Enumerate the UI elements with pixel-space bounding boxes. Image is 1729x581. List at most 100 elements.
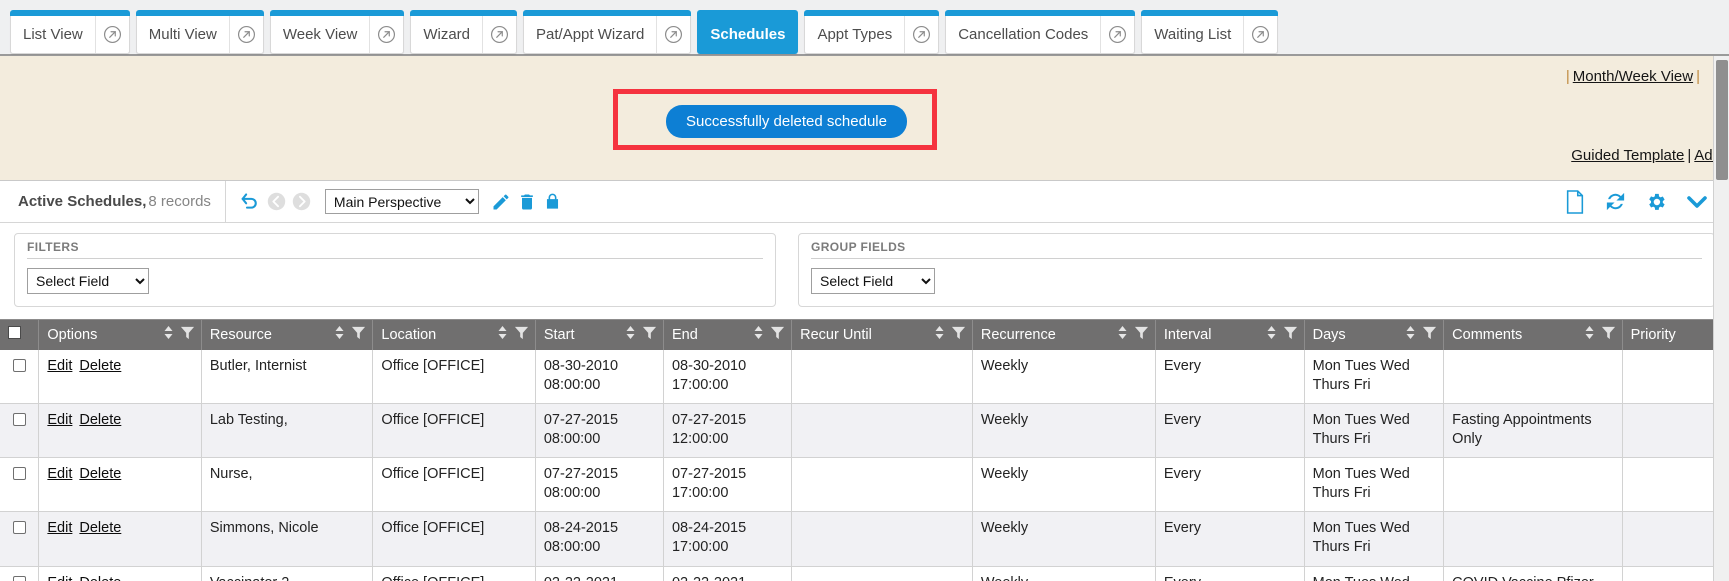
refresh-icon[interactable] [1604, 190, 1627, 213]
edit-link[interactable]: Edit [47, 520, 73, 537]
row-select-cell[interactable] [0, 349, 40, 404]
column-header-days[interactable]: Days [1304, 319, 1445, 350]
undo-icon[interactable] [240, 191, 261, 212]
schedules-grid: Options Resource Location Start End Recur Unt… [0, 319, 1729, 581]
guided-template-link[interactable]: Guided Template [1571, 147, 1685, 164]
open-external-icon[interactable] [1100, 16, 1134, 53]
vertical-scrollbar[interactable] [1713, 56, 1729, 581]
next-icon[interactable] [292, 192, 311, 211]
filter-icon[interactable] [1422, 325, 1437, 344]
cell-location: Office [OFFICE] [372, 403, 536, 459]
sort-icon[interactable] [1405, 325, 1416, 344]
column-header-resource[interactable]: Resource [201, 319, 374, 350]
delete-link[interactable]: Delete [79, 575, 121, 581]
delete-link[interactable]: Delete [79, 466, 122, 482]
tab-week-view[interactable]: Week View [269, 10, 405, 54]
edit-link[interactable]: Edit [47, 575, 72, 581]
sort-icon[interactable] [753, 325, 764, 344]
cell-days: Mon Tues Wed [1304, 566, 1445, 581]
delete-link[interactable]: Delete [79, 520, 122, 537]
tab-label: Appt Types [817, 26, 893, 43]
sort-icon[interactable] [1117, 325, 1128, 344]
row-options-cell: Edit Delete [38, 403, 202, 459]
open-external-icon[interactable] [904, 16, 938, 53]
open-external-icon[interactable] [482, 16, 516, 53]
tab-wizard[interactable]: Wizard [410, 10, 518, 54]
filter-icon[interactable] [951, 325, 966, 344]
sort-icon[interactable] [1584, 325, 1595, 344]
filter-icon[interactable] [514, 325, 529, 344]
row-checkbox[interactable] [12, 575, 26, 581]
sort-icon[interactable] [497, 325, 508, 344]
row-select-cell[interactable] [0, 511, 40, 567]
row-checkbox[interactable] [12, 412, 26, 426]
filter-icon[interactable] [770, 325, 785, 344]
tab-appt-types[interactable]: Appt Types [804, 10, 940, 54]
filter-icon[interactable] [351, 325, 366, 344]
row-select-cell[interactable] [0, 457, 40, 513]
filter-icon[interactable] [180, 325, 195, 344]
tab-pat-appt-wizard[interactable]: Pat/Appt Wizard [523, 10, 692, 54]
table-row[interactable]: Edit Delete Simmons, Nicole Office [OFFICE]… [0, 511, 1729, 567]
column-header-end[interactable]: End [663, 319, 793, 350]
filters-select-field[interactable]: Select Field [27, 268, 149, 294]
perspective-select[interactable]: Main Perspective [324, 189, 479, 214]
filter-icon[interactable] [1134, 325, 1149, 344]
column-header-comments[interactable]: Comments [1443, 319, 1623, 350]
trash-icon[interactable] [517, 192, 537, 212]
tab-multi-view[interactable]: Multi View [135, 10, 264, 54]
tab-waiting-list[interactable]: Waiting List [1141, 10, 1279, 54]
column-header-recurrence[interactable]: Recurrence [972, 319, 1156, 350]
page-icon[interactable] [1564, 189, 1586, 214]
open-external-icon[interactable] [1243, 16, 1277, 53]
row-select-cell[interactable] [0, 566, 40, 581]
open-external-icon[interactable] [656, 16, 690, 53]
sort-icon[interactable] [1266, 325, 1277, 344]
tab-schedules[interactable]: Schedules [697, 10, 799, 54]
column-header-start[interactable]: Start [535, 319, 664, 350]
vertical-scrollbar-thumb[interactable] [1716, 60, 1728, 180]
lock-icon[interactable] [543, 192, 562, 211]
column-header-interval[interactable]: Interval [1155, 319, 1305, 350]
table-row[interactable]: Edit Delete Lab Testing, Office [OFFICE] 07-… [0, 403, 1729, 459]
tab-list-view[interactable]: List View [10, 10, 130, 54]
row-checkbox[interactable] [12, 521, 26, 535]
filter-icon[interactable] [1601, 325, 1616, 344]
sort-icon[interactable] [934, 325, 945, 344]
group-fields-select-field[interactable]: Select Field [811, 268, 935, 294]
filter-icon[interactable] [1283, 325, 1298, 344]
row-select-cell[interactable] [0, 403, 40, 459]
column-header-location[interactable]: Location [372, 319, 536, 350]
filter-icon[interactable] [642, 325, 657, 344]
select-all-checkbox[interactable] [8, 326, 21, 340]
row-checkbox[interactable] [12, 467, 26, 480]
edit-link[interactable]: Edit [47, 411, 73, 428]
cell-location: Office [OFFICE] [372, 349, 536, 404]
sort-icon[interactable] [334, 325, 345, 344]
column-header-label: Recurrence [980, 326, 1056, 343]
row-checkbox[interactable] [12, 358, 26, 372]
edit-link[interactable]: Edit [47, 466, 73, 482]
edit-link[interactable]: Edit [47, 357, 73, 374]
open-external-icon[interactable] [94, 16, 129, 53]
column-header-options[interactable]: Options [38, 319, 202, 350]
select-all-header[interactable] [0, 319, 40, 350]
month-week-view-link[interactable]: Month/Week View [1572, 68, 1694, 85]
table-row[interactable]: Edit Delete Nurse, Office [OFFICE] 07-27-201… [0, 457, 1729, 513]
column-header-recur_until[interactable]: Recur Until [791, 319, 973, 350]
open-external-icon[interactable] [228, 16, 263, 53]
table-row[interactable]: EditDeleteVaccinator 2Office [OFFICE]02-… [0, 566, 1729, 581]
table-row[interactable]: Edit Delete Butler, Internist Office [OFFIC… [0, 349, 1729, 404]
sort-icon[interactable] [625, 325, 636, 344]
success-message-button[interactable]: Successfully deleted schedule [666, 105, 907, 138]
sort-icon[interactable] [163, 325, 174, 344]
open-external-icon[interactable] [369, 16, 403, 53]
tab-cancellation-codes[interactable]: Cancellation Codes [945, 10, 1136, 54]
schedules-table: Options Resource Location Start End Recur Unt… [0, 319, 1729, 581]
chevron-down-icon[interactable] [1685, 192, 1709, 212]
delete-link[interactable]: Delete [79, 357, 122, 374]
gear-icon[interactable] [1645, 191, 1667, 213]
delete-link[interactable]: Delete [79, 411, 122, 428]
pencil-icon[interactable] [491, 192, 511, 212]
prev-icon[interactable] [267, 192, 286, 211]
